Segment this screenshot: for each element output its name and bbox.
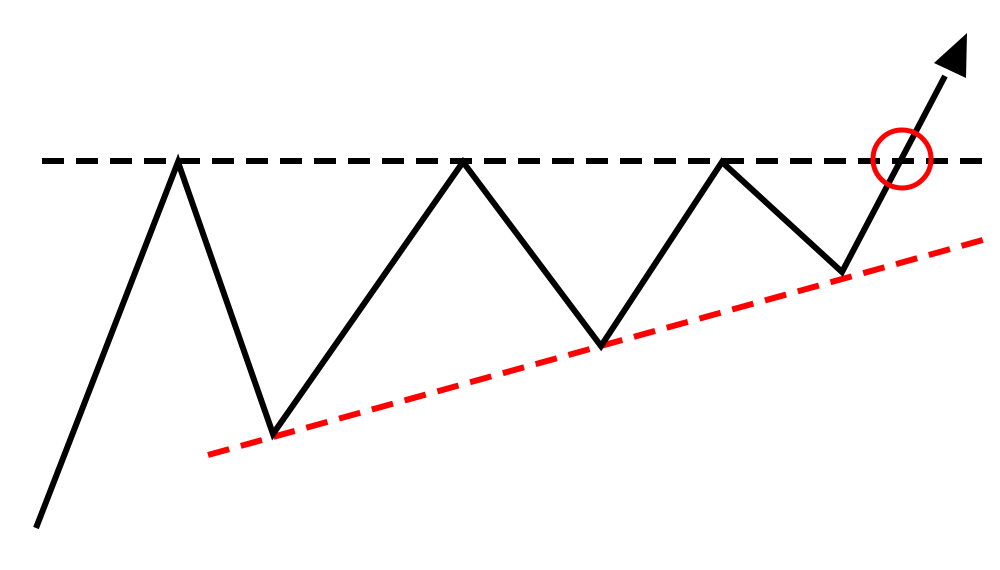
breakout-arrowhead [934, 33, 967, 78]
price-path [33, 74, 948, 530]
breakout-marker [870, 127, 934, 191]
